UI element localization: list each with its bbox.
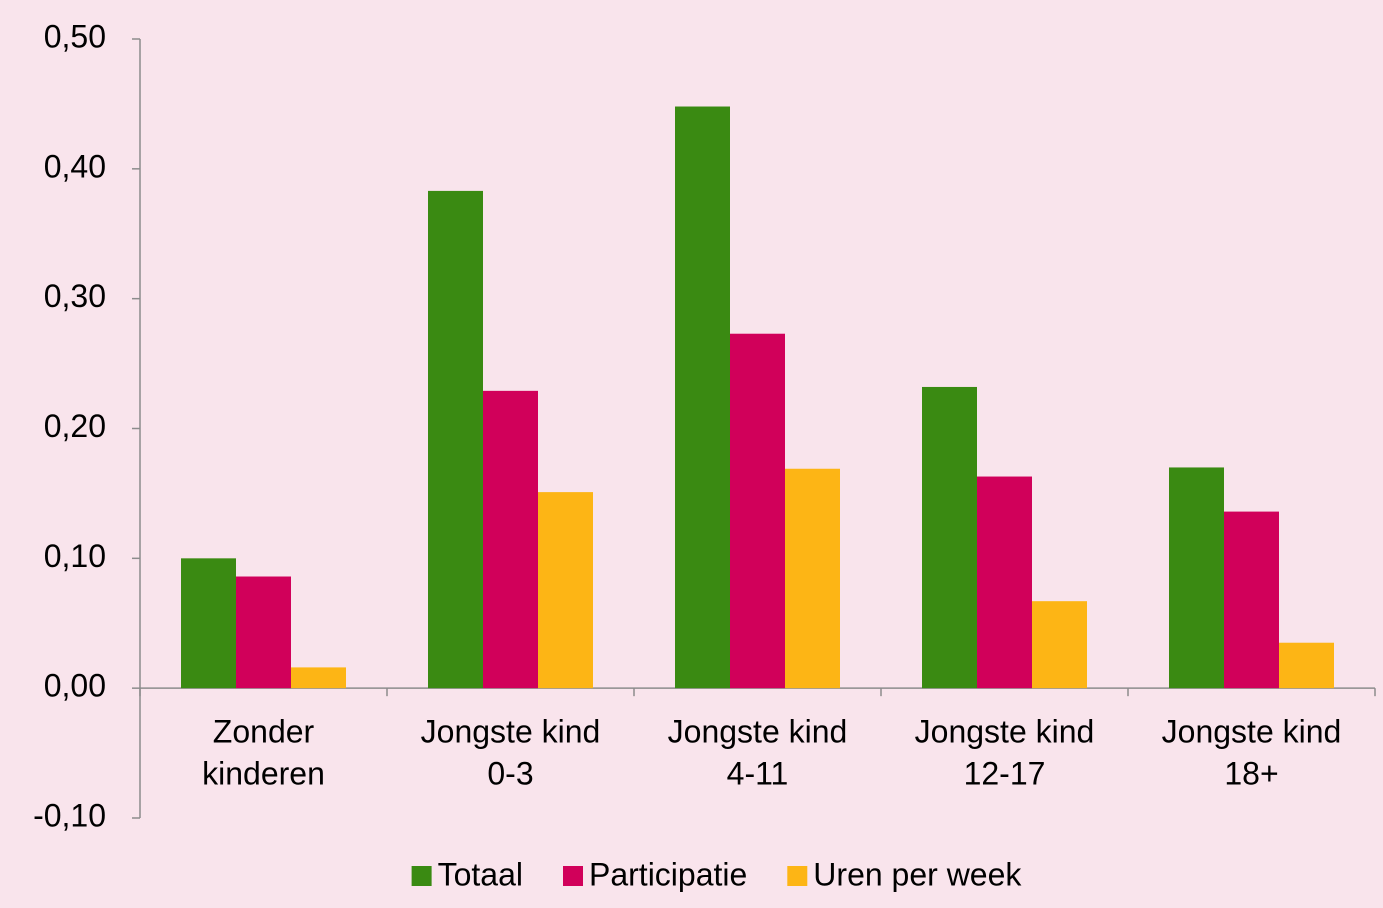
x-tick-label: 4-11	[727, 755, 789, 791]
bar	[538, 492, 593, 689]
x-tick-label: 18+	[1224, 755, 1278, 791]
legend-swatch	[411, 866, 432, 886]
y-tick-label: 0,30	[44, 278, 106, 314]
bar	[181, 558, 236, 689]
x-tick-label: Jongste kind	[421, 713, 601, 749]
y-tick-label: 0,10	[44, 538, 106, 574]
x-tick-label: kinderen	[202, 755, 325, 791]
bar	[785, 468, 840, 689]
bar	[675, 106, 730, 689]
bar	[1169, 467, 1224, 689]
y-tick-label: 0,50	[44, 18, 106, 54]
bar	[730, 333, 785, 689]
bar	[1279, 642, 1334, 689]
bar	[291, 667, 346, 689]
bar	[483, 390, 538, 689]
x-tick-label: Zonder	[213, 713, 315, 749]
legend-swatch	[563, 866, 583, 886]
x-tick-label: Jongste kind	[668, 713, 848, 749]
bar	[428, 190, 483, 689]
y-tick-label: -0,10	[33, 797, 106, 833]
x-tick-label: Jongste kind	[915, 713, 1095, 749]
x-tick-label: 0-3	[487, 755, 533, 791]
legend-label: Totaal	[438, 856, 523, 892]
bar	[236, 576, 291, 689]
bar	[1224, 511, 1279, 689]
y-tick-label: 0,40	[44, 148, 106, 184]
legend-swatch	[787, 866, 808, 886]
y-tick-label: 0,20	[44, 408, 106, 444]
bar	[1032, 601, 1087, 689]
y-tick-label: 0,00	[44, 668, 106, 704]
legend-label: Uren per week	[813, 856, 1022, 892]
bar	[977, 476, 1032, 689]
bar	[922, 386, 977, 689]
x-tick-label: Jongste kind	[1162, 713, 1342, 749]
x-tick-label: 12-17	[964, 755, 1046, 791]
legend-label: Participatie	[589, 856, 747, 892]
